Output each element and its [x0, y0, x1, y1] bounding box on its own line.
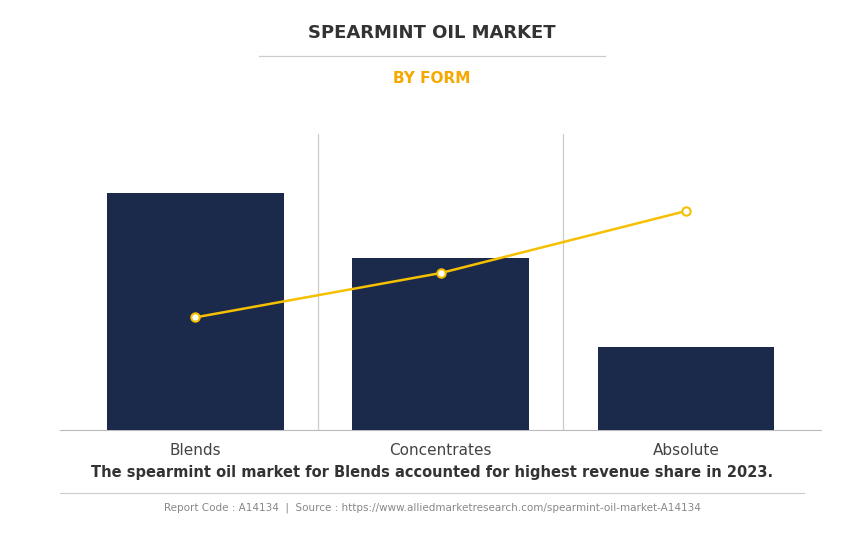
Text: BY FORM: BY FORM [393, 71, 471, 86]
Bar [598, 347, 774, 430]
Bar [353, 258, 529, 430]
Text: SPEARMINT OIL MARKET: SPEARMINT OIL MARKET [308, 24, 556, 42]
Bar [107, 193, 283, 430]
Text: The spearmint oil market for Blends accounted for highest revenue share in 2023.: The spearmint oil market for Blends acco… [91, 465, 773, 480]
Text: Report Code : A14134  |  Source : https://www.alliedmarketresearch.com/spearmint: Report Code : A14134 | Source : https://… [163, 502, 701, 513]
